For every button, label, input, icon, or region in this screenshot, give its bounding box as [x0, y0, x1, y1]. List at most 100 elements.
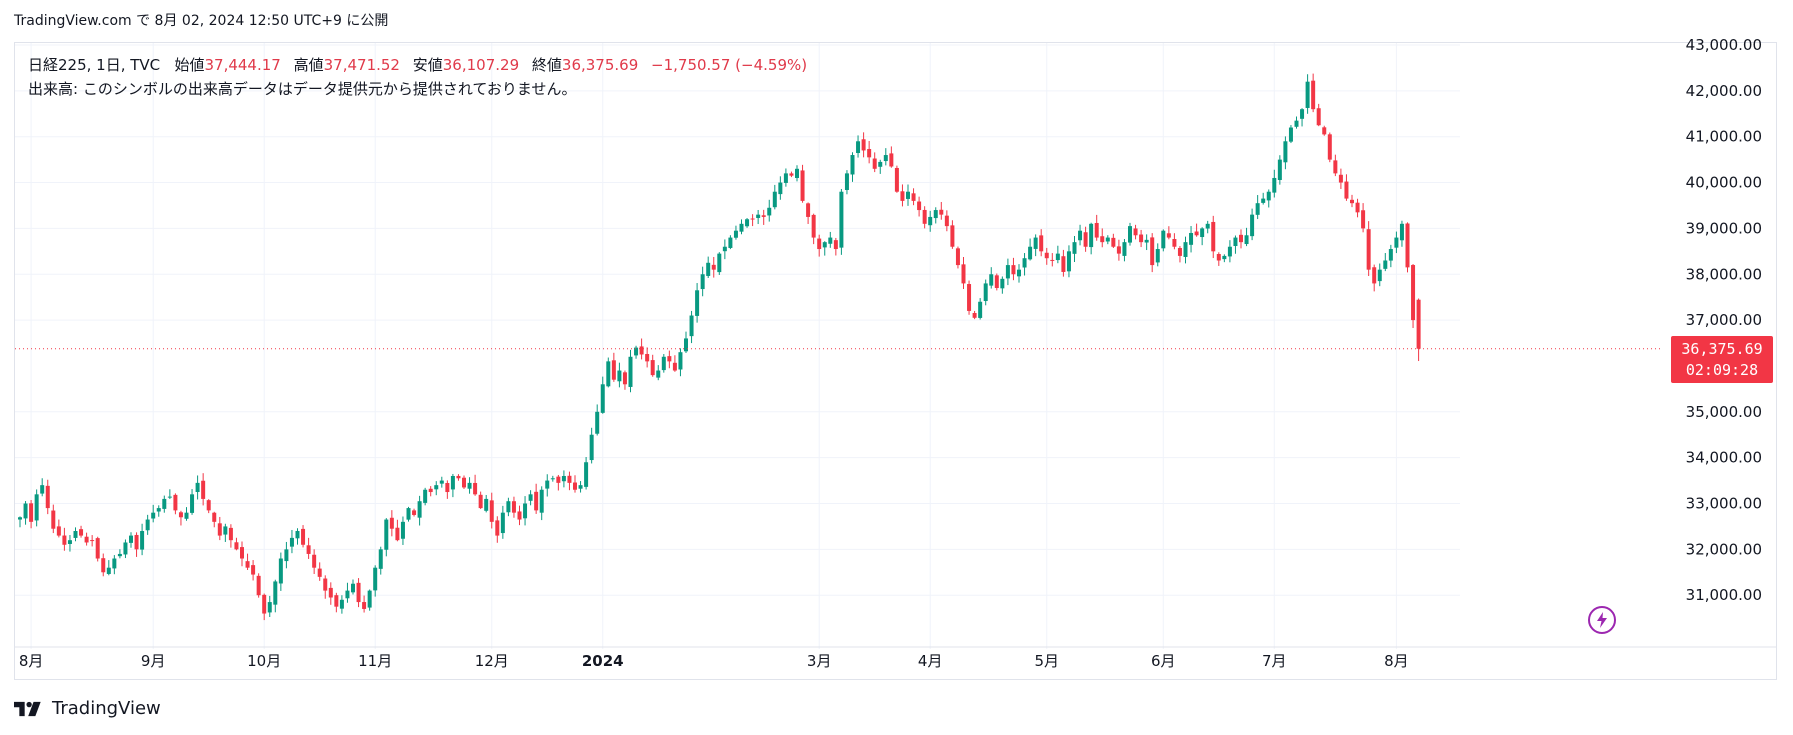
candle-body: [156, 508, 161, 512]
y-tick-label: 33,000.00: [1686, 495, 1762, 513]
candle-body: [1316, 108, 1321, 126]
candle-body: [145, 519, 150, 531]
candle-body: [778, 182, 783, 195]
candle-body: [1261, 198, 1266, 203]
candle-body: [1161, 230, 1166, 249]
candle-body: [1116, 246, 1121, 254]
candle-body: [523, 503, 528, 519]
candle-body: [95, 538, 100, 559]
candle-body: [739, 223, 744, 232]
candle-body: [1183, 242, 1188, 257]
candle-body: [301, 528, 306, 545]
candle-body: [628, 356, 633, 387]
candle-body: [484, 498, 489, 511]
candle-body: [1044, 252, 1049, 259]
chart-frame: [14, 42, 1777, 680]
candle-body: [312, 554, 317, 568]
candle-body: [656, 370, 661, 378]
y-tick-label: 42,000.00: [1686, 82, 1762, 100]
candle-body: [789, 173, 794, 176]
candle-body: [489, 500, 494, 522]
candle-body: [573, 482, 577, 490]
candle-body: [1394, 237, 1399, 248]
candle-body: [911, 193, 916, 201]
candle-body: [1011, 265, 1016, 275]
candle-body: [1089, 223, 1094, 248]
low-label: 安値: [412, 56, 443, 74]
candle-body: [190, 494, 195, 513]
candle-body: [1311, 80, 1316, 110]
x-tick-label: 10月: [247, 652, 281, 670]
chart-legend: 日経225, 1日, TVC 始値37,444.17 高値37,471.52 安…: [28, 53, 807, 101]
candle-body: [178, 512, 183, 518]
candle-body: [434, 485, 439, 490]
candle-body: [439, 480, 444, 484]
candle-body: [1272, 177, 1277, 193]
candle-body: [356, 582, 361, 603]
y-tick-label: 38,000.00: [1686, 265, 1762, 283]
candle-body: [550, 478, 555, 480]
candle-body: [456, 475, 461, 479]
y-tick-label: 40,000.00: [1686, 174, 1762, 192]
candle-body: [450, 475, 455, 490]
candle-body: [645, 354, 650, 362]
candle-body: [378, 549, 383, 569]
candle-body: [761, 215, 766, 217]
footer-brand-text: TradingView: [52, 698, 161, 719]
candle-body: [595, 411, 600, 434]
candle-body: [201, 480, 206, 499]
candle-body: [1344, 181, 1349, 199]
candle-body: [1155, 249, 1160, 263]
candle-body: [678, 352, 683, 370]
candle-body: [428, 488, 433, 493]
candle-body: [473, 482, 478, 495]
candle-body: [1250, 214, 1255, 237]
candle-body: [217, 523, 222, 536]
candle-body: [101, 558, 106, 573]
candle-body: [1388, 249, 1393, 261]
candle-body: [1322, 127, 1327, 135]
candle-body: [112, 558, 117, 569]
candle-body: [700, 274, 705, 290]
candle-body: [978, 301, 983, 318]
candle-body: [817, 238, 822, 250]
y-tick-label: 39,000.00: [1686, 219, 1762, 237]
candle-body: [689, 315, 694, 337]
candle-body: [79, 529, 84, 536]
candle-body: [362, 602, 367, 609]
last-price-badge: 36,375.69 02:09:28: [1671, 336, 1773, 383]
candle-body: [373, 567, 378, 591]
candle-body: [944, 215, 949, 227]
candle-body: [251, 565, 256, 575]
candle-body: [1205, 223, 1210, 229]
y-tick-label: 37,000.00: [1686, 311, 1762, 329]
candle-body: [195, 482, 200, 493]
x-tick-label: 2024: [582, 652, 624, 670]
candle-body: [240, 547, 244, 559]
candle-body: [917, 201, 922, 211]
symbol-label[interactable]: 日経225, 1日, TVC: [28, 56, 161, 74]
candle-body: [584, 462, 589, 487]
candle-body: [1266, 191, 1271, 201]
x-tick-label: 9月: [141, 652, 166, 670]
candle-body: [517, 511, 522, 520]
candle-body: [184, 512, 189, 519]
candle-body: [1061, 256, 1066, 272]
candle-body: [994, 275, 999, 289]
candle-body: [822, 242, 827, 248]
lightning-icon[interactable]: [1587, 605, 1617, 635]
candle-body: [906, 191, 910, 199]
candle-body: [955, 248, 960, 266]
candle-body: [395, 527, 400, 541]
candle-body: [1133, 228, 1138, 236]
candle-body: [733, 230, 738, 238]
candle-body: [67, 540, 72, 544]
candle-body: [967, 284, 972, 311]
candle-body: [861, 139, 866, 151]
candle-body: [317, 568, 322, 577]
x-tick-label: 3月: [807, 652, 832, 670]
y-tick-label: 43,000.00: [1686, 36, 1762, 54]
candle-body: [445, 482, 450, 493]
candle-body: [922, 209, 927, 224]
